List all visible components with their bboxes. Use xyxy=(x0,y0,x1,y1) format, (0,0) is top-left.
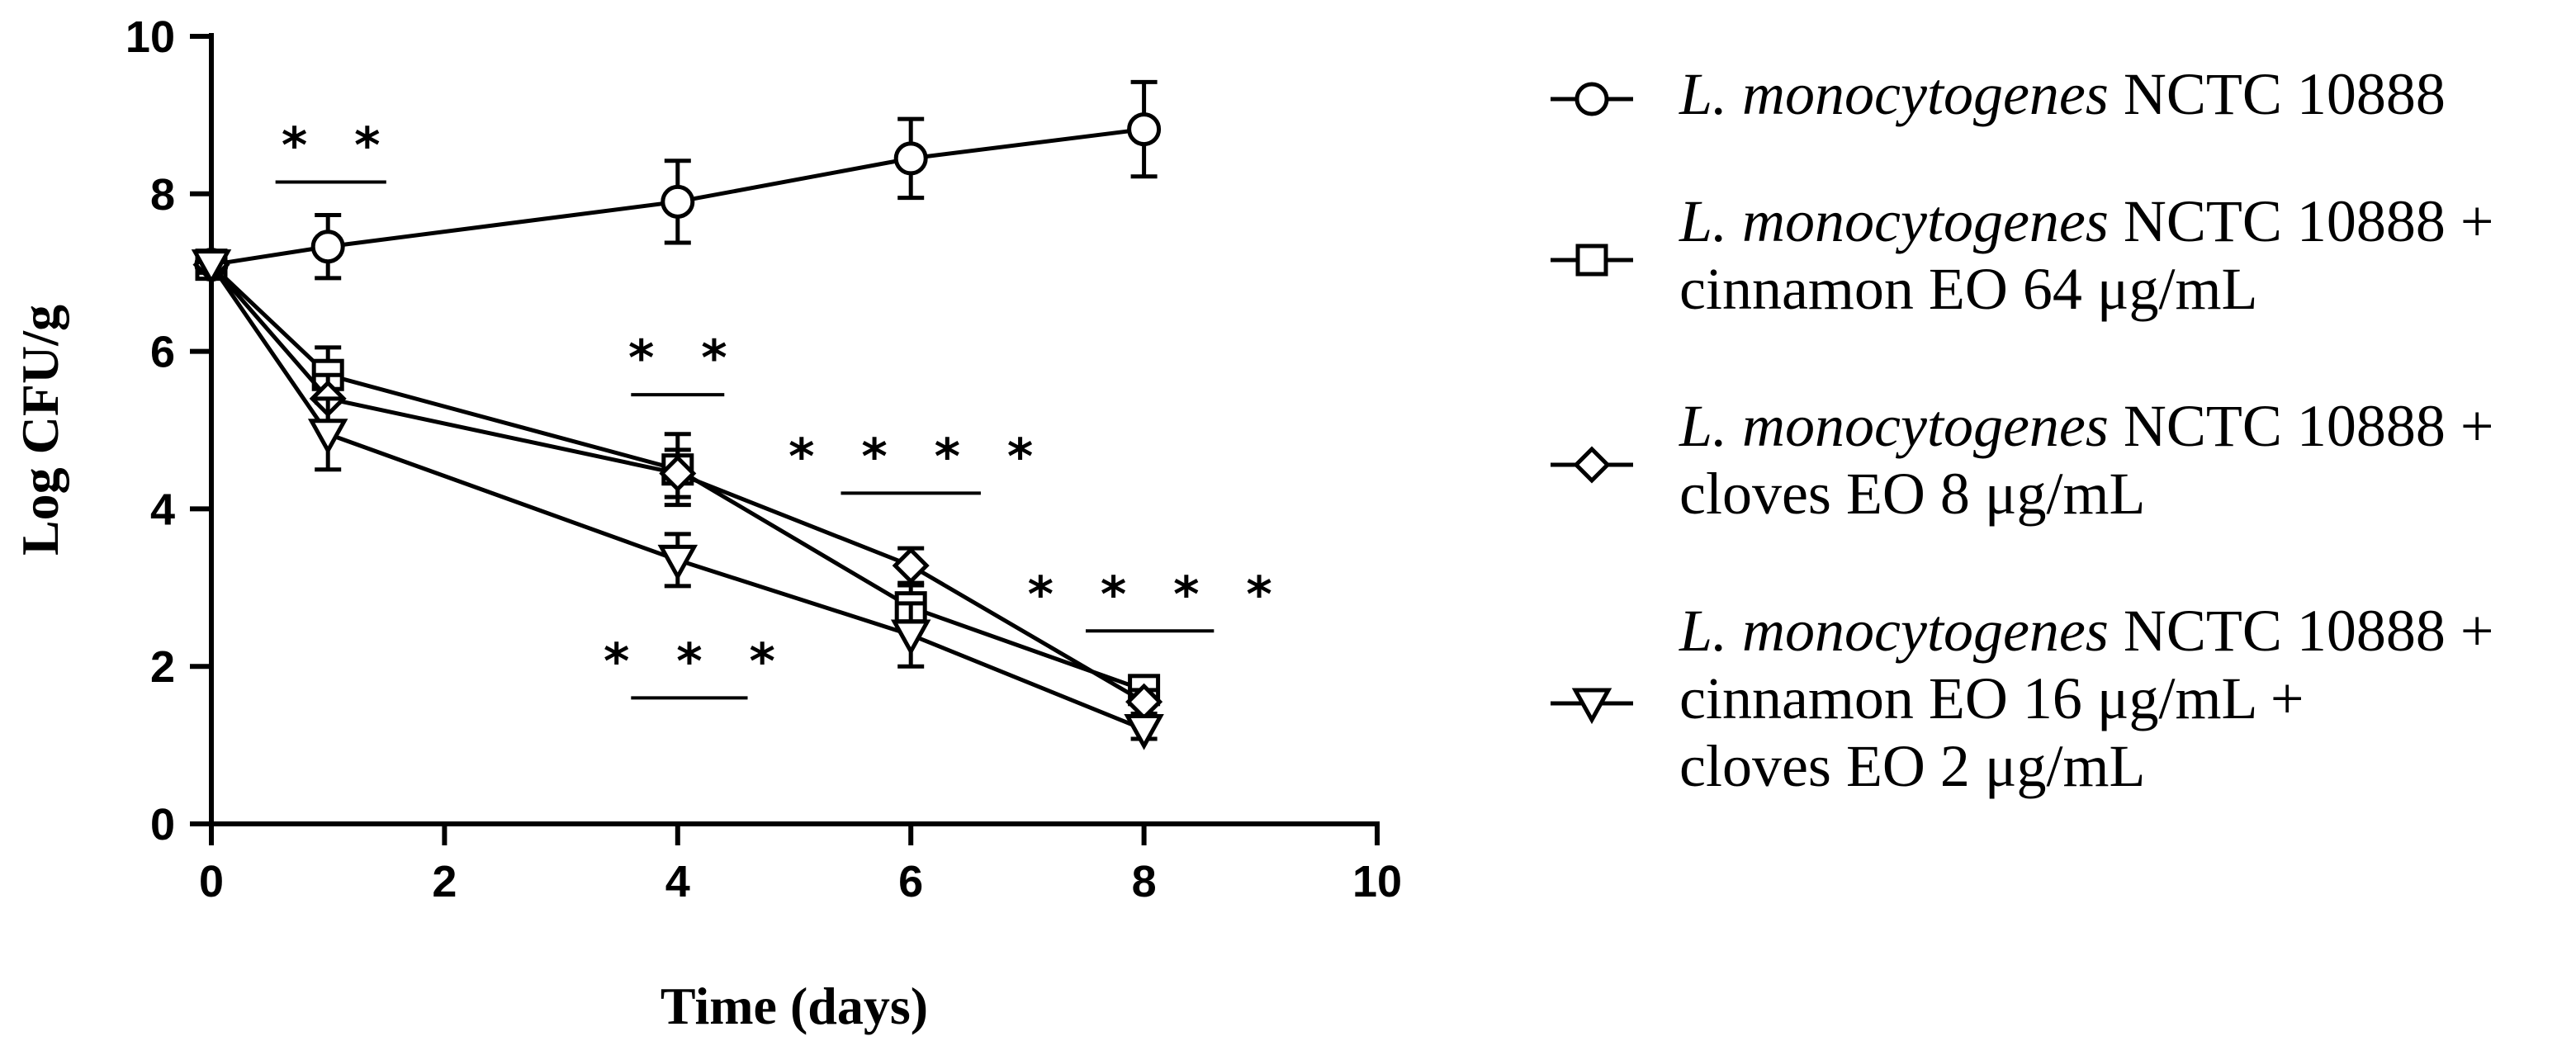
significance-label: * * xyxy=(282,116,395,174)
legend-marker xyxy=(1575,244,1608,277)
significance-marker: * * * * xyxy=(788,428,1048,495)
data-point xyxy=(659,454,697,493)
significance-marker: * * * * xyxy=(1028,565,1287,633)
legend-item: L. monocytogenes NCTC 10888 +cinnamon EO… xyxy=(1551,188,2494,322)
data-point xyxy=(893,141,928,176)
y-tick-label: 2 xyxy=(150,642,175,692)
y-tick-label: 6 xyxy=(150,328,175,377)
data-point xyxy=(657,544,698,581)
x-axis-title: Time (days) xyxy=(661,977,928,1035)
data-point xyxy=(307,419,348,455)
x-tick-label: 10 xyxy=(1352,857,1402,906)
legend-marker xyxy=(1574,82,1609,116)
data-series xyxy=(191,79,1164,750)
series-triangle-down xyxy=(191,249,1164,750)
legend-label: L. monocytogenes NCTC 10888 + xyxy=(1679,188,2494,254)
legend-item: L. monocytogenes NCTC 10888 +cinnamon EO… xyxy=(1551,598,2494,799)
x-tick-label: 0 xyxy=(199,857,224,906)
legend-label: L. monocytogenes NCTC 10888 xyxy=(1679,61,2446,127)
y-tick-label: 10 xyxy=(125,12,175,62)
legend-label: L. monocytogenes NCTC 10888 + xyxy=(1679,393,2494,459)
y-tick-label: 8 xyxy=(150,170,175,220)
x-tick-label: 6 xyxy=(898,857,923,906)
data-point xyxy=(1124,714,1164,750)
significance-annotations: * * * * * * * * * * * * * * * xyxy=(275,116,1287,700)
significance-marker: * * xyxy=(275,116,395,184)
legend-label: cloves EO 2 μg/mL xyxy=(1679,733,2146,799)
legend-marker xyxy=(1573,446,1611,484)
data-point xyxy=(892,547,930,584)
data-point xyxy=(1127,112,1162,147)
legend: L. monocytogenes NCTC 10888 L. monocytoge… xyxy=(1551,61,2494,799)
significance-label: * * xyxy=(628,329,742,387)
legend-label: L. monocytogenes NCTC 10888 + xyxy=(1679,598,2494,664)
significance-label: * * * xyxy=(604,632,790,690)
legend-label: cinnamon EO 16 μg/mL + xyxy=(1679,665,2304,731)
x-tick-label: 4 xyxy=(665,857,690,906)
x-tick-label: 2 xyxy=(432,857,457,906)
data-point xyxy=(890,619,931,656)
y-tick-label: 0 xyxy=(150,800,175,849)
significance-label: * * * * xyxy=(1028,565,1287,623)
y-tick-label: 4 xyxy=(150,485,175,534)
legend-item: L. monocytogenes NCTC 10888 +cloves EO 8… xyxy=(1551,393,2494,527)
axes: 0 2 4 6 8 10 0 2 4 6 8 10 xyxy=(125,12,1402,906)
significance-marker: * * * xyxy=(604,632,790,700)
significance-label: * * * * xyxy=(788,428,1048,485)
legend-label: cloves EO 8 μg/mL xyxy=(1679,461,2146,527)
legend-label: cinnamon EO 64 μg/mL xyxy=(1679,256,2258,322)
x-tick-label: 8 xyxy=(1132,857,1157,906)
data-point xyxy=(191,249,232,286)
data-point xyxy=(310,230,345,264)
legend-marker xyxy=(1571,688,1612,725)
legend-item: L. monocytogenes NCTC 10888 xyxy=(1551,61,2446,127)
significance-marker: * * xyxy=(628,329,742,397)
data-point xyxy=(661,184,695,219)
y-axis-title: Log CFU/g xyxy=(11,305,69,556)
